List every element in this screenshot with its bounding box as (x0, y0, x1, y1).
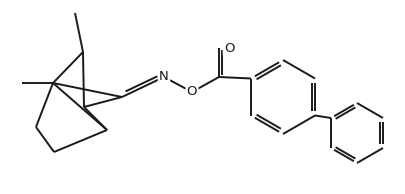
Text: O: O (186, 86, 197, 99)
Text: O: O (224, 42, 234, 55)
Text: N: N (159, 70, 168, 83)
